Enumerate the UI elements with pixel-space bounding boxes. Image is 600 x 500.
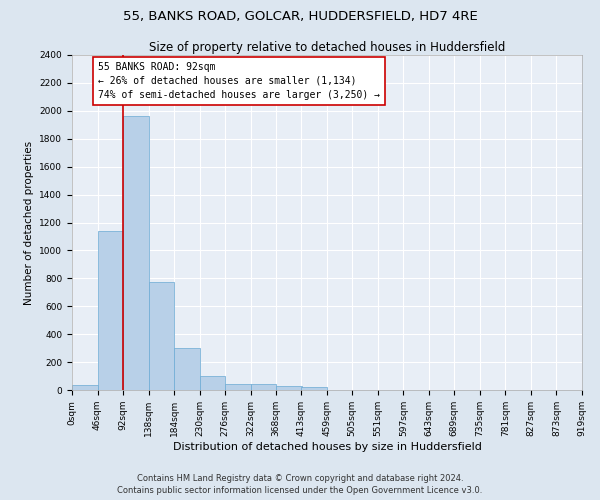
Bar	[225, 384, 251, 390]
Bar	[72, 385, 98, 390]
Bar	[301, 387, 327, 390]
Bar	[149, 282, 174, 390]
Bar	[123, 116, 149, 390]
Bar	[251, 384, 276, 390]
Text: 55 BANKS ROAD: 92sqm
← 26% of detached houses are smaller (1,134)
74% of semi-de: 55 BANKS ROAD: 92sqm ← 26% of detached h…	[98, 62, 380, 100]
Bar	[98, 231, 123, 390]
Bar	[200, 376, 225, 390]
Text: Contains HM Land Registry data © Crown copyright and database right 2024.
Contai: Contains HM Land Registry data © Crown c…	[118, 474, 482, 495]
Bar	[276, 386, 302, 390]
Title: Size of property relative to detached houses in Huddersfield: Size of property relative to detached ho…	[149, 41, 505, 54]
Bar	[174, 348, 200, 390]
X-axis label: Distribution of detached houses by size in Huddersfield: Distribution of detached houses by size …	[173, 442, 481, 452]
Y-axis label: Number of detached properties: Number of detached properties	[24, 140, 34, 304]
Text: 55, BANKS ROAD, GOLCAR, HUDDERSFIELD, HD7 4RE: 55, BANKS ROAD, GOLCAR, HUDDERSFIELD, HD…	[122, 10, 478, 23]
